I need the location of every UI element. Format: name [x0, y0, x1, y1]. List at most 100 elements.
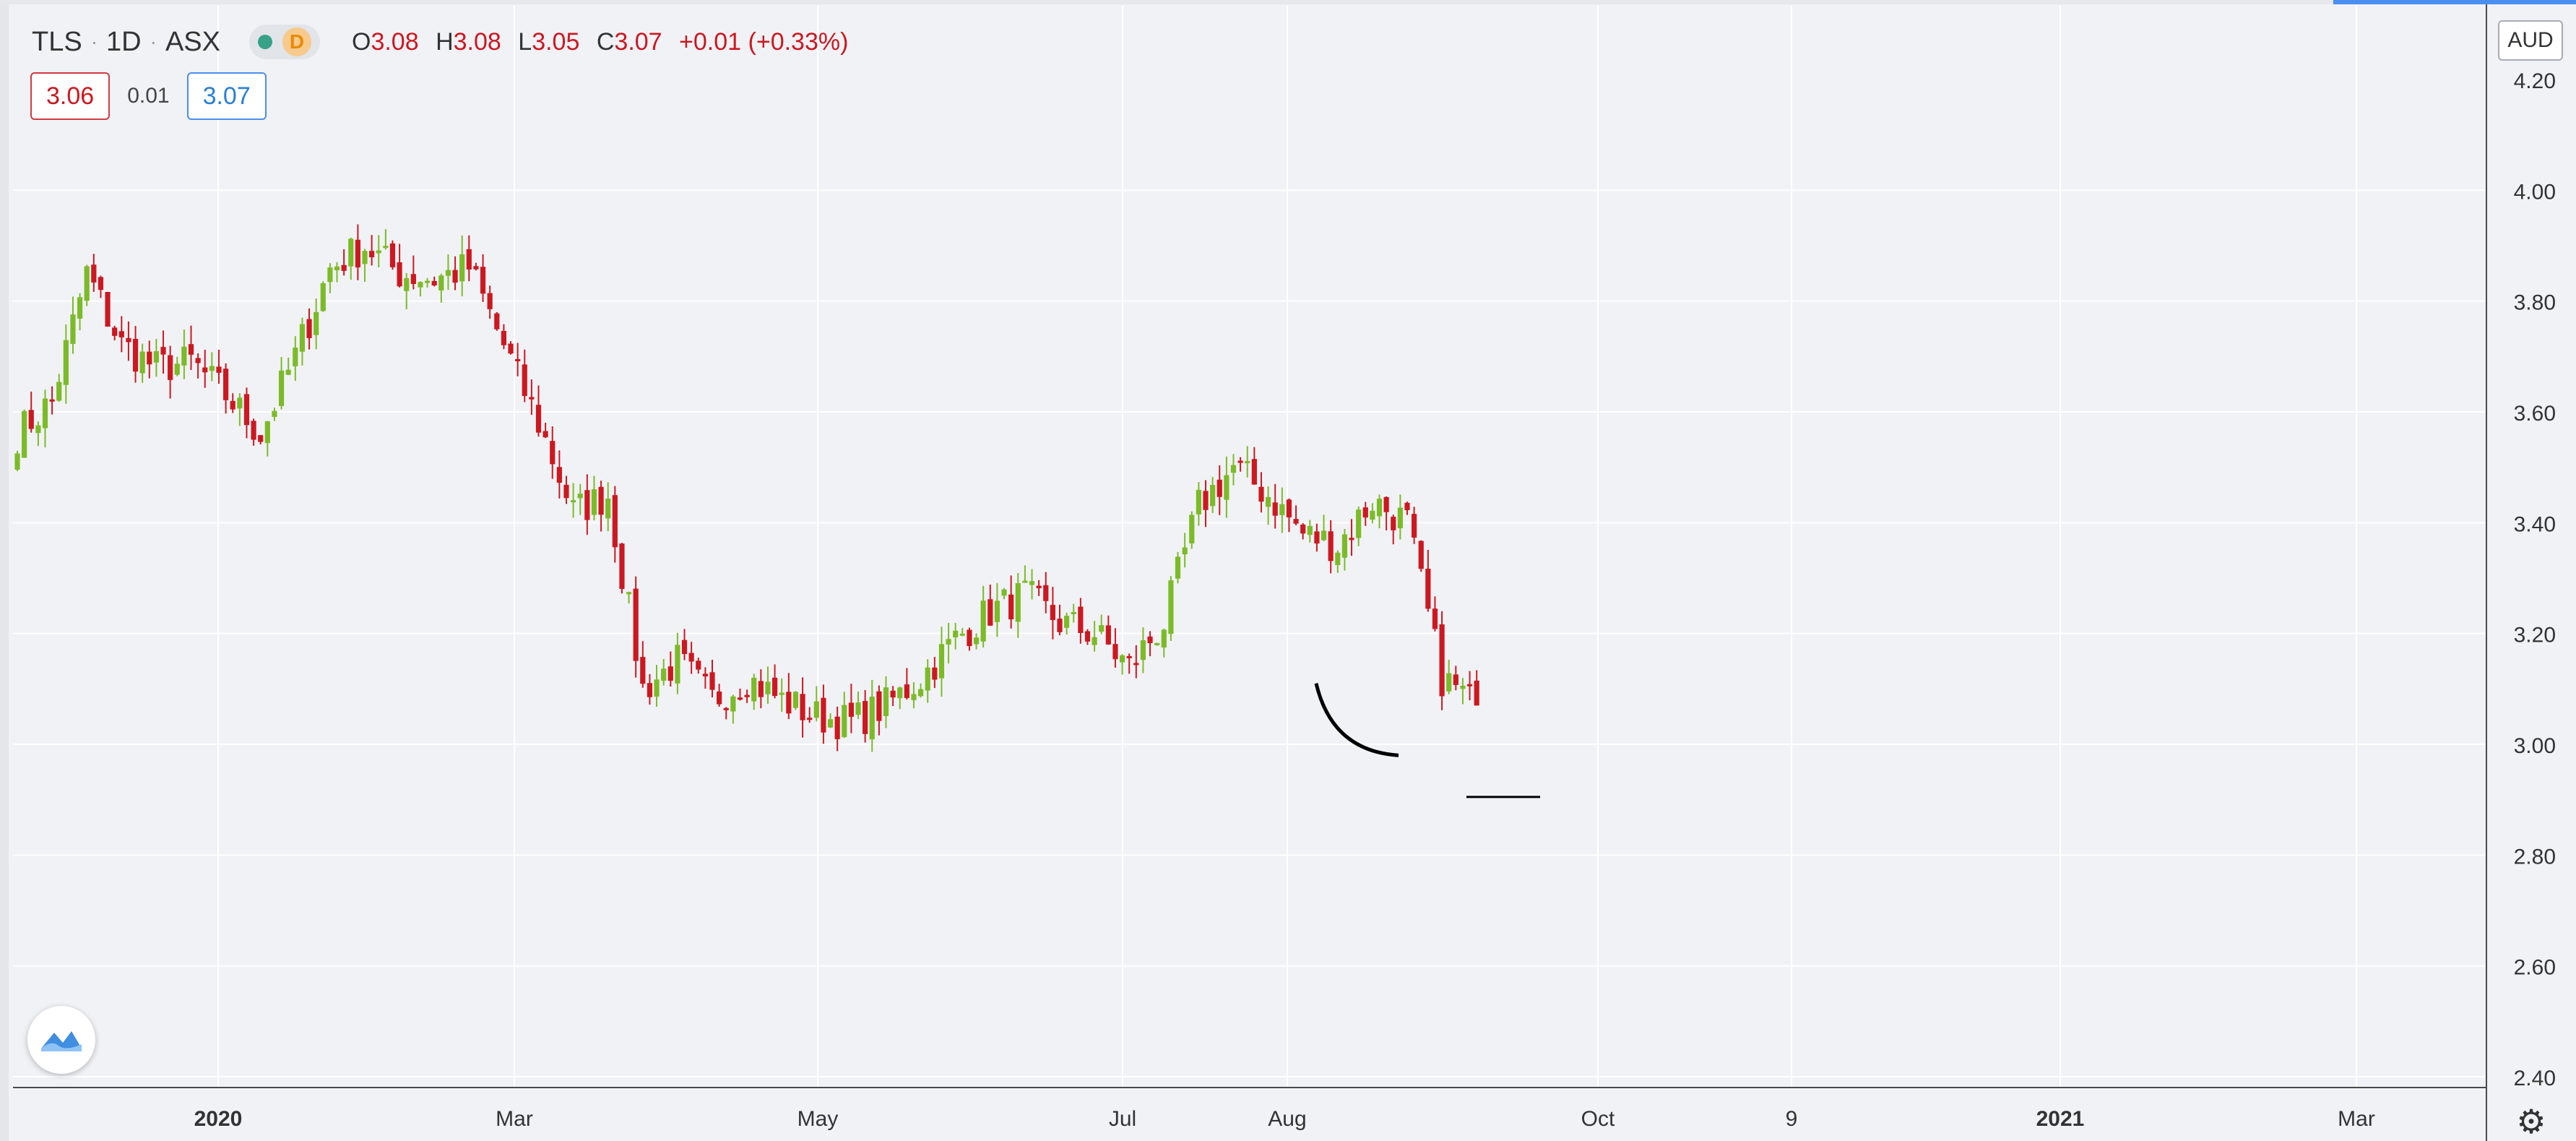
candle-body — [334, 266, 340, 271]
candle-body — [264, 421, 270, 444]
candle-body — [1078, 606, 1084, 633]
candle-body — [314, 311, 319, 335]
candle-body — [243, 394, 250, 426]
candle-body — [285, 369, 291, 375]
candle-body — [834, 716, 840, 739]
ohlc-values: O3.08 H3.08 L3.05 C3.07 +0.01 (+0.33%) — [352, 28, 848, 56]
candle-body — [681, 640, 688, 655]
candle-body — [807, 718, 813, 720]
y-tick-label: 4.20 — [2514, 69, 2556, 93]
candle-body — [1112, 644, 1118, 660]
candle-body — [1356, 509, 1362, 538]
candle-body — [953, 630, 959, 638]
candle-body — [202, 367, 208, 373]
candle-body — [1168, 580, 1174, 634]
candle-body — [1224, 475, 1229, 500]
currency-button[interactable]: AUD — [2498, 20, 2563, 61]
candle-body — [1099, 625, 1105, 632]
candle-body — [1084, 631, 1091, 642]
candle-body — [688, 653, 694, 662]
candle-body — [918, 689, 924, 697]
candle-body — [640, 657, 646, 684]
candle-body — [1466, 684, 1473, 686]
candle-body — [147, 351, 152, 365]
candle-body — [77, 297, 83, 319]
y-tick-label: 4.00 — [2514, 180, 2556, 204]
top-accent-bar — [2333, 0, 2576, 4]
candle-body — [1147, 636, 1153, 644]
candle-body — [327, 267, 333, 283]
candle-body — [424, 280, 431, 283]
gear-icon[interactable]: ⚙ — [2516, 1103, 2546, 1140]
candle-body — [723, 707, 729, 710]
candle-body — [758, 681, 764, 697]
candle-body — [63, 340, 69, 385]
symbol-name[interactable]: TLS — [32, 26, 82, 57]
candle-body — [932, 667, 938, 680]
buy-price-button[interactable]: 3.07 — [186, 72, 267, 120]
candle-body — [863, 701, 868, 734]
candle-body — [987, 599, 993, 626]
candle-body — [84, 266, 90, 301]
candle-body — [1008, 594, 1014, 620]
candle-body — [389, 243, 396, 267]
candle-body — [1092, 637, 1097, 645]
candle-body — [1203, 491, 1209, 510]
x-tick-label: 9 — [1786, 1107, 1798, 1131]
candle-body — [1425, 569, 1431, 609]
candle-body — [771, 677, 778, 697]
candle-body — [258, 435, 264, 442]
candle-body — [1161, 629, 1167, 648]
y-tick-label: 3.60 — [2514, 402, 2556, 426]
candle-body — [1439, 624, 1445, 697]
exchange: ASX — [165, 26, 220, 57]
candle-body — [786, 692, 792, 714]
candle-body — [605, 499, 611, 519]
market-status-pill[interactable]: D — [248, 25, 320, 59]
candle-body — [1105, 625, 1111, 645]
candle-body — [821, 697, 826, 733]
candle-body — [139, 351, 145, 374]
x-tick-label: Jul — [1109, 1107, 1136, 1131]
candle-body — [1140, 640, 1146, 660]
x-tick-label: Oct — [1581, 1107, 1615, 1131]
candle-body — [1237, 460, 1243, 463]
candle-body — [751, 677, 757, 702]
candle-body — [1404, 502, 1410, 511]
high-value: 3.08 — [453, 27, 501, 56]
candle-body — [278, 370, 285, 406]
separator: · — [150, 30, 157, 53]
candle-body — [925, 667, 930, 691]
candle-body — [1001, 589, 1007, 596]
candle-body — [1022, 580, 1028, 583]
candle-body — [1196, 489, 1201, 514]
candle-body — [445, 270, 451, 276]
candle-body — [1043, 585, 1049, 601]
candle-body — [70, 314, 76, 344]
top-border — [0, 0, 2576, 4]
candle-body — [883, 687, 889, 716]
candle-body — [973, 637, 980, 645]
high-label: H — [436, 27, 454, 56]
candle-body — [209, 366, 215, 371]
candle-body — [348, 238, 354, 267]
candle-body — [306, 319, 312, 338]
candle-body — [404, 277, 410, 291]
tradingview-logo-button[interactable] — [27, 1006, 95, 1074]
candle-body — [612, 495, 618, 548]
candle-body — [160, 347, 166, 355]
candle-body — [563, 484, 569, 499]
symbol-legend: TLS · 1D · ASX D O3.08 H3.08 L3.05 C3.07… — [32, 20, 848, 64]
candle-body — [480, 267, 486, 294]
candle-body — [1015, 583, 1021, 622]
candle-body — [237, 397, 243, 409]
interval[interactable]: 1D — [106, 26, 142, 57]
candle-body — [188, 344, 194, 355]
candle-body — [1362, 507, 1368, 518]
candle-body — [1300, 524, 1306, 534]
sell-price-button[interactable]: 3.06 — [30, 72, 111, 120]
candle-body — [626, 592, 632, 595]
candle-body — [320, 283, 326, 311]
